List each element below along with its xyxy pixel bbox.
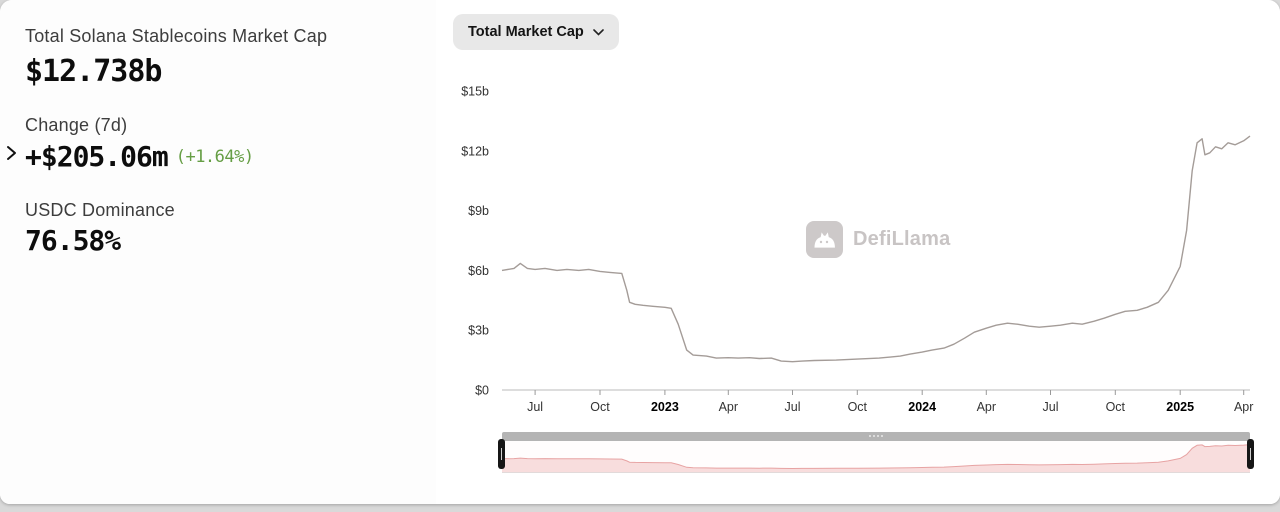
market-cap-title: Total Solana Stablecoins Market Cap bbox=[25, 26, 328, 46]
metric-dropdown-label: Total Market Cap bbox=[468, 24, 584, 40]
x-tick-label: 2025 bbox=[1166, 400, 1194, 414]
brush-handle-right[interactable] bbox=[1247, 439, 1254, 469]
time-range-brush bbox=[498, 432, 1254, 473]
x-tick-label: Apr bbox=[1234, 400, 1253, 414]
y-tick-label: $6b bbox=[468, 264, 489, 278]
chevron-down-icon bbox=[592, 24, 604, 40]
brush-line bbox=[502, 444, 1250, 470]
brush-area bbox=[502, 444, 1250, 472]
stats-panel: Total Solana Stablecoins Market Cap $12.… bbox=[0, 0, 436, 504]
dominance-label: USDC Dominance bbox=[25, 200, 175, 220]
x-tick-label: Oct bbox=[1106, 400, 1126, 414]
x-axis-labels: Jul Oct 2023 Apr Jul Oct 2024 Apr Jul Oct 2025 Apr bbox=[527, 390, 1253, 414]
x-tick-label: 2024 bbox=[908, 400, 936, 414]
change-row: +$205.06m (+1.64%) bbox=[25, 140, 416, 173]
y-tick-label: $9b bbox=[468, 204, 489, 218]
brush-scrollbar[interactable] bbox=[502, 432, 1250, 441]
x-tick-label: 2023 bbox=[651, 400, 679, 414]
x-tick-label: Jul bbox=[1043, 400, 1059, 414]
x-tick-label: Oct bbox=[848, 400, 868, 414]
chart-panel: Total Market Cap $0 $3b $6b $9b $12b $15b Jul… bbox=[436, 0, 1280, 504]
y-tick-label: $0 bbox=[475, 384, 489, 398]
x-tick-label: Apr bbox=[719, 400, 738, 414]
metric-dropdown[interactable]: Total Market Cap bbox=[453, 14, 619, 50]
brush-handle-left[interactable] bbox=[498, 439, 505, 469]
market-cap-line bbox=[501, 135, 1251, 363]
x-tick-label: Oct bbox=[590, 400, 610, 414]
chevron-right-icon[interactable] bbox=[5, 144, 19, 162]
change-percent: (+1.64%) bbox=[175, 146, 254, 167]
market-cap-value: $12.738b bbox=[25, 54, 163, 89]
y-tick-label: $3b bbox=[468, 324, 489, 338]
x-tick-label: Apr bbox=[977, 400, 996, 414]
y-tick-label: $15b bbox=[461, 85, 489, 99]
change-value: +$205.06m bbox=[25, 140, 169, 173]
x-tick-label: Jul bbox=[527, 400, 543, 414]
change-label: Change (7d) bbox=[25, 115, 128, 135]
x-tick-label: Jul bbox=[785, 400, 801, 414]
y-axis-labels: $0 $3b $6b $9b $12b $15b bbox=[461, 85, 489, 398]
y-tick-label: $12b bbox=[461, 144, 489, 158]
market-cap-chart[interactable]: $0 $3b $6b $9b $12b $15b Jul Oct 2023 Apr Jul Oct 2… bbox=[436, 0, 1280, 425]
dominance-value: 76.58% bbox=[25, 224, 121, 257]
grip-dots-icon bbox=[869, 435, 871, 437]
brush-mini-chart[interactable] bbox=[502, 441, 1250, 473]
